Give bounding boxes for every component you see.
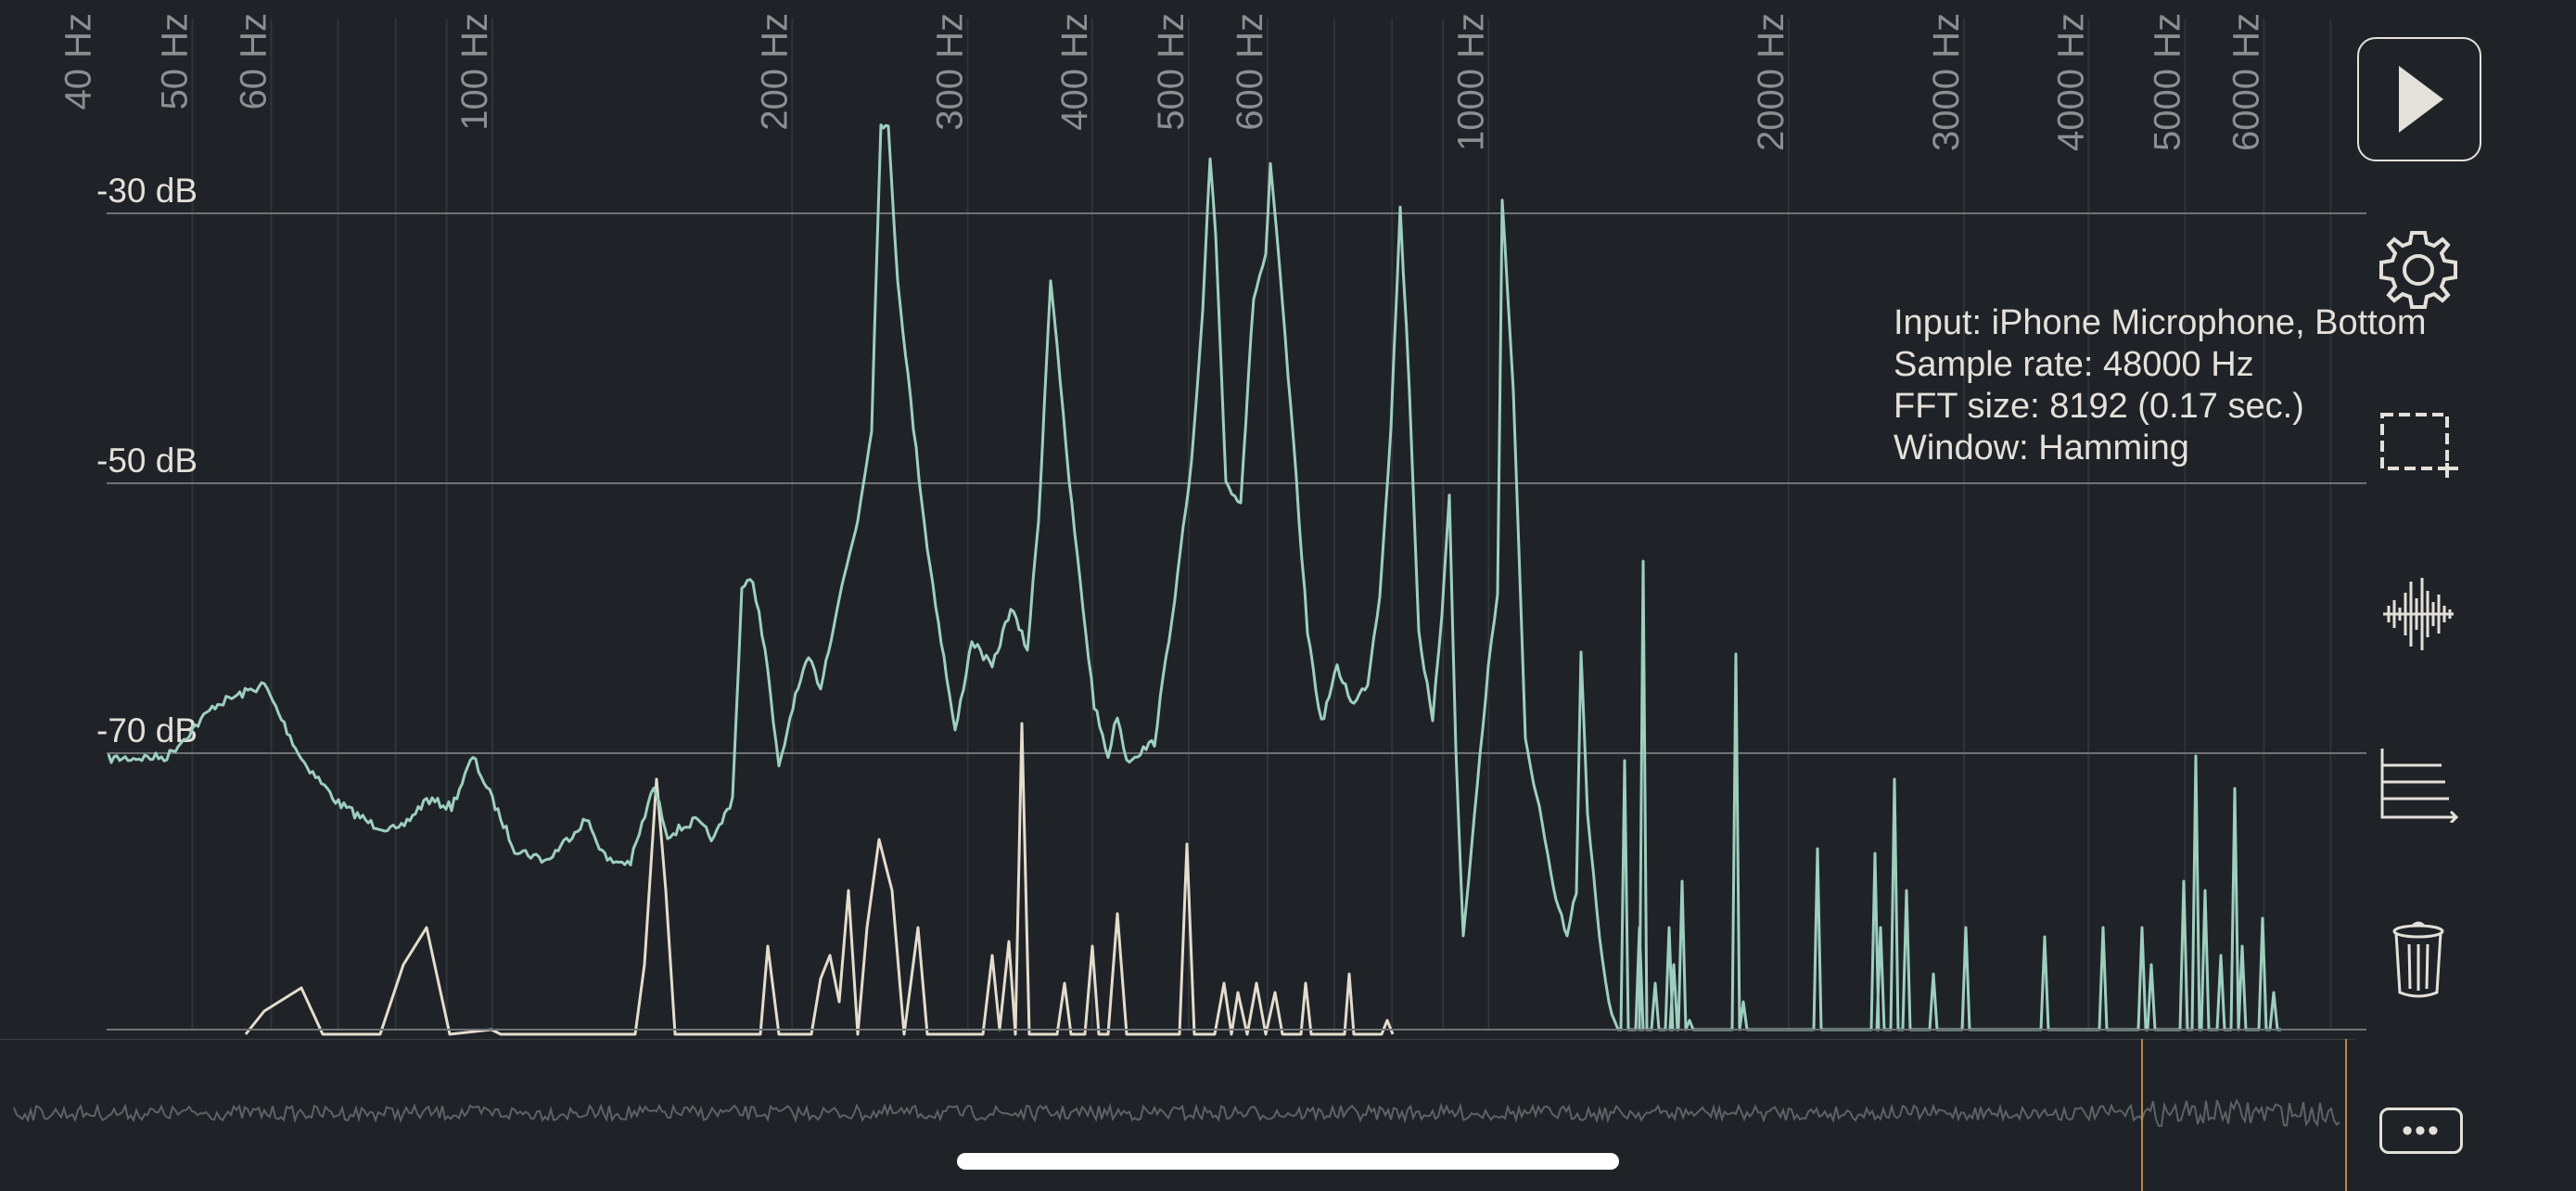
spectrum-trace [107, 123, 2281, 1031]
axis-settings-button[interactable] [2367, 733, 2469, 835]
level-axis-labels: -30 dB -50 dB -70 dB [96, 172, 198, 749]
play-icon [2399, 66, 2443, 133]
more-button[interactable]: ••• [2379, 1108, 2463, 1154]
axis-icon [2380, 749, 2459, 823]
home-indicator [957, 1153, 1619, 1170]
level-tick-label: -50 dB [96, 442, 198, 480]
delete-button[interactable] [2367, 909, 2469, 1011]
grid [107, 19, 2366, 1030]
frequency-tick-label: 300 Hz [930, 13, 971, 131]
info-panel: Input: iPhone Microphone, Bottom Sample … [1894, 302, 2561, 469]
sample-rate: Sample rate: 48000 Hz [1894, 345, 2254, 384]
level-tick-label: -70 dB [96, 711, 198, 749]
level-tick-label: -30 dB [96, 172, 198, 210]
input-source: Input: iPhone Microphone, Bottom [1894, 303, 2427, 342]
waveform-trace [13, 1098, 2340, 1128]
waveform-overview[interactable] [0, 1039, 2355, 1191]
frequency-axis-labels: 40 Hz 50 Hz 60 Hz 100 Hz 200 Hz 300 Hz 400 Hz 5… [57, 13, 2266, 151]
waveform-icon [2383, 578, 2454, 650]
waveform-button[interactable] [2367, 563, 2469, 665]
frequency-tick-label: 3000 Hz [1926, 13, 1967, 151]
spectrum-plot[interactable]: 40 Hz 50 Hz 60 Hz 100 Hz 200 Hz 300 Hz 400 Hz 5… [0, 0, 2374, 1039]
window-function: Window: Hamming [1894, 429, 2189, 467]
selection-button[interactable] [2367, 393, 2469, 495]
frequency-tick-label: 60 Hz [233, 13, 274, 110]
frequency-tick-label: 400 Hz [1054, 13, 1095, 131]
frequency-tick-label: 5000 Hz [2147, 13, 2187, 151]
frequency-tick-label: 600 Hz [1230, 13, 1270, 131]
gear-icon [2379, 231, 2457, 309]
frequency-tick-label: 6000 Hz [2225, 13, 2266, 151]
frequency-tick-label: 4000 Hz [2050, 13, 2091, 151]
frequency-tick-label: 40 Hz [57, 13, 98, 110]
play-button[interactable] [2357, 37, 2481, 161]
settings-button[interactable] [2367, 219, 2469, 321]
more-icon: ••• [2402, 1113, 2441, 1148]
frequency-tick-label: 500 Hz [1151, 13, 1192, 131]
trash-icon [2392, 921, 2444, 998]
selection-icon [2380, 413, 2458, 478]
frequency-tick-label: 200 Hz [754, 13, 795, 131]
peak-hold-trace [244, 722, 1395, 1036]
frequency-tick-label: 100 Hz [454, 13, 495, 131]
frequency-tick-label: 2000 Hz [1751, 13, 1792, 151]
fft-size: FFT size: 8192 (0.17 sec.) [1894, 387, 2304, 426]
frequency-tick-label: 50 Hz [154, 13, 195, 110]
frequency-tick-label: 1000 Hz [1450, 13, 1491, 151]
